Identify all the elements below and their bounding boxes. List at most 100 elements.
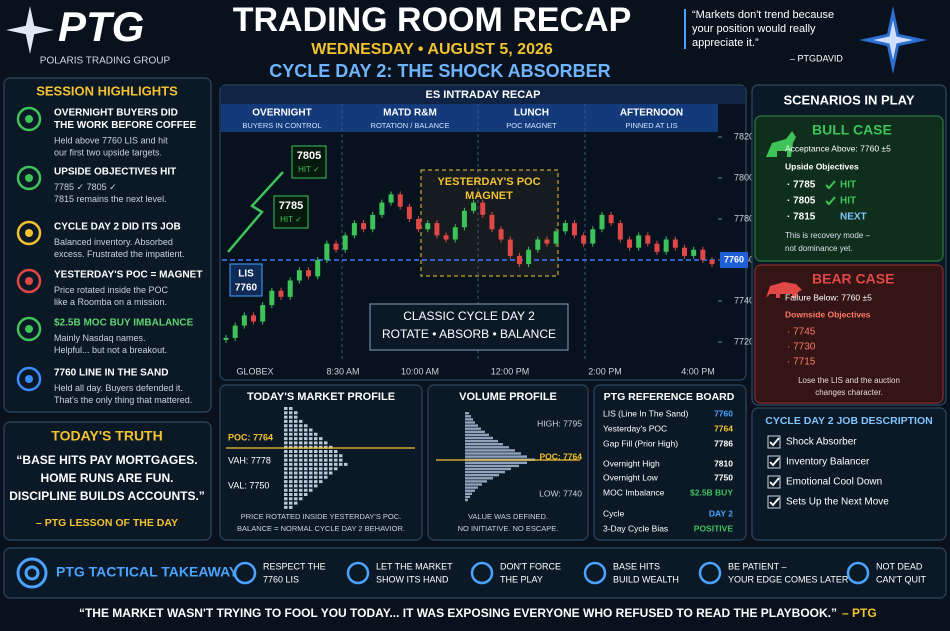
candle [251,315,257,322]
session-name: LUNCH [514,108,549,119]
x-tick-label: 10:00 AM [401,366,439,376]
y-tick-label: 7720 [734,336,754,346]
highlight-body: Balanced inventory. Absorbed [54,237,173,247]
candle [700,249,706,260]
candle [571,223,577,236]
highlight-heading: UPSIDE OBJECTIVES HIT [54,167,176,178]
tpo-row [284,467,338,471]
volume-bar [465,430,485,433]
highlight-icon [16,220,42,246]
volume-bar [465,443,503,446]
candle [315,260,321,277]
candle [516,255,522,265]
highlight-body: Held all day. Buyers defended it. [54,383,183,393]
tpo-row [284,480,323,484]
note-line: NO INITIATIVE. NO ESCAPE. [458,524,559,533]
y-tick-label: 7740 [734,295,754,305]
tpo-row [284,407,293,410]
footer-quote: “THE MARKET WASN'T TRYING TO FOOL YOU TO… [79,606,837,620]
candle [691,249,697,256]
volume-bar [465,470,505,474]
ref-label: Overnight High [603,458,660,468]
tpo-row [284,484,318,488]
candle [351,223,357,236]
candle [452,227,458,240]
panel [3,77,212,413]
candle [617,223,623,240]
bear-level: · 7715 [787,357,816,368]
volume-bar [465,427,481,430]
hit-label: HIT ✓ [280,215,302,224]
tpo-row [284,493,308,496]
volume-bar [465,449,515,452]
highlight-heading: CYCLE DAY 2 DID ITS JOB [54,222,181,233]
candle [241,315,247,326]
volume-bar [465,455,527,458]
highlight-icon [16,165,42,191]
check [825,196,836,206]
takeaway-text: RESPECT THE [263,561,326,571]
candle [416,219,422,230]
candle [544,239,550,244]
candle [342,235,348,250]
note-line: VALUE WAS DEFINED. [468,512,548,521]
ref-label: Yesterday's POC [603,423,667,433]
volume-bar [465,495,470,499]
truth-sign: – PTG LESSON OF THE DAY [36,517,178,529]
volume-bar [465,461,527,464]
candle [471,202,477,211]
hit-label: HIT ✓ [298,165,320,174]
session-name: MATD R&M [383,108,437,119]
poc-label: POC: 7764 [228,432,273,442]
ref-value: 7760 [714,408,733,418]
bull-level: · 7805 [787,196,816,207]
volume-bar [465,424,478,427]
note-box [369,303,569,351]
compass-star-inner [873,20,913,60]
ref-value: POSITIVE [694,523,734,533]
candle [287,280,293,297]
highlight-body: excess. Frustrated the impatient. [54,249,185,259]
high-label: HIGH: 7795 [537,418,582,428]
session-name: AFTERNOON [620,108,683,119]
panel-title: SESSION HIGHLIGHTS [36,83,178,98]
checkbox [767,495,781,509]
note-line: PRICE ROTATED INSIDE YESTERDAY'S POC. [241,512,402,521]
candle [406,206,412,219]
ref-label: MOC Imbalance [603,487,665,497]
volume-bar [465,421,475,424]
check [769,497,780,507]
volume-bar [465,486,478,489]
highlight-heading: $2.5B MOC BUY IMBALANCE [54,318,194,329]
tpo-row [284,475,328,479]
check [769,457,780,467]
volume-bar [465,464,519,468]
highlight-heading: THE WORK BEFORE COFFEE [54,120,197,131]
job-item: Sets Up the Next Move [786,497,889,508]
candle [333,243,339,250]
candle [434,223,440,236]
highlight-body: 7815 remains the next level. [54,194,167,204]
session-sub: PINNED AT LIS [625,121,677,130]
volume-bar [465,492,472,495]
candle [443,235,449,240]
tpo-row [284,462,348,466]
takeaway-title: PTG TACTICAL TAKEAWAY [56,564,239,580]
highlight-icon [16,366,42,392]
note-line: BALANCE = NORMAL CYCLE DAY 2 BEHAVIOR. [237,524,405,533]
candle [370,214,376,230]
candle [672,239,678,248]
bear-note: changes character. [815,388,883,397]
tpo-row [284,432,318,436]
lis-axis-label: 7760 [724,254,744,264]
panel-title: CYCLE DAY 2 JOB DESCRIPTION [765,415,932,427]
candle [507,239,513,256]
volume-bar [465,477,493,480]
tpo-row [284,419,303,423]
panel [3,547,947,599]
takeaway-text: CAN'T QUIT [876,574,927,584]
candle [654,243,660,252]
takeaway-text: BUILD WEALTH [613,574,679,584]
